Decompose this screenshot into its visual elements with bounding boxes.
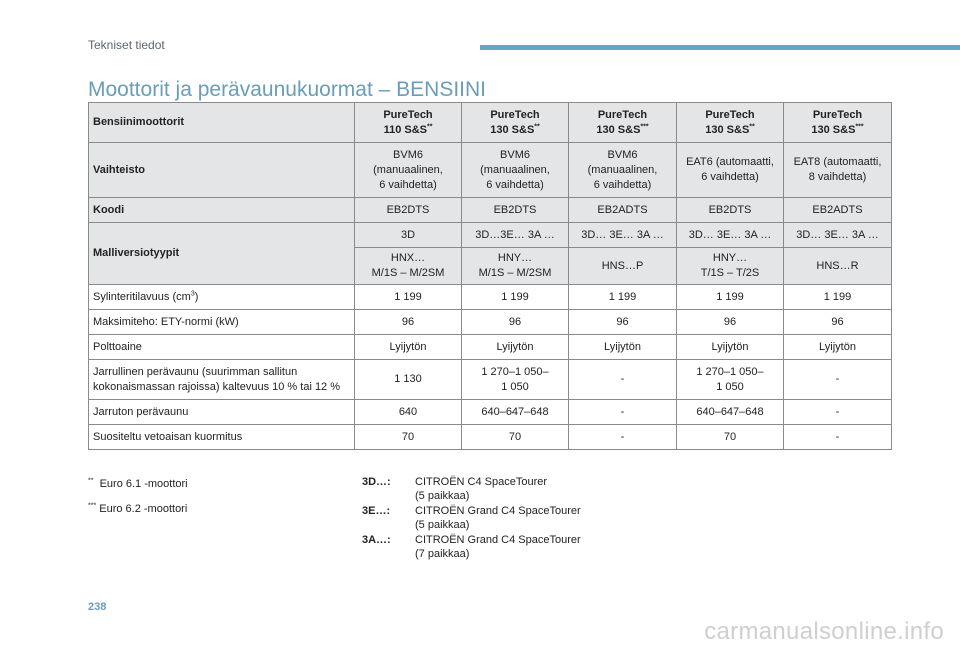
table-cell: 1 199 (461, 284, 569, 310)
table-cell: 1 199 (568, 284, 677, 310)
table-cell: 1 270–1 050– 1 050 (676, 359, 784, 400)
table-cell: - (568, 424, 677, 450)
table-cell: 3D (354, 222, 462, 248)
footnotes: ** Euro 6.1 -moottori *** Euro 6.2 -moot… (88, 477, 188, 527)
table-cell: 1 199 (676, 284, 784, 310)
row-label: Sylinteritilavuus (cm3) (88, 284, 355, 310)
table-cell: Lyijytön (354, 334, 462, 360)
table-cell: HNX… M/1S – M/2SM (354, 247, 462, 285)
table-cell: 96 (676, 309, 784, 335)
table-cell: - (783, 424, 892, 450)
table-cell: 1 199 (783, 284, 892, 310)
footnote: ** Euro 6.1 -moottori (88, 477, 188, 490)
table-cell: Lyijytön (461, 334, 569, 360)
engine-header: PureTech 130 S&S** (676, 102, 784, 143)
table-cell: BVM6 (manuaalinen, 6 vaihdetta) (568, 142, 677, 198)
table-cell: 96 (461, 309, 569, 335)
versions-row-2: HNX… M/1S – M/2SM HNY… M/1S – M/2SM HNS…P … (88, 247, 892, 285)
table-cell: Lyijytön (676, 334, 784, 360)
table-cell: - (568, 359, 677, 400)
table-cell: HNY… T/1S – T/2S (676, 247, 784, 285)
table-cell: HNS…R (783, 247, 892, 285)
table-cell: - (568, 399, 677, 425)
engine-header: PureTech 110 S&S** (354, 102, 462, 143)
table-cell: 3D…3E… 3A … (461, 222, 569, 248)
page-title: Moottorit ja perävaunukuormat – BENSIINI (88, 78, 487, 102)
engine-header: PureTech 130 S&S** (461, 102, 569, 143)
table-cell: 640–647–648 (676, 399, 784, 425)
table-cell: 70 (354, 424, 462, 450)
row-label: Jarruton perävaunu (88, 399, 355, 425)
watermark: carmanualsonline.info (704, 618, 944, 645)
table-cell: 3D… 3E… 3A … (783, 222, 892, 248)
row-label: Koodi (88, 197, 355, 223)
table-cell: Lyijytön (568, 334, 677, 360)
section-header: Tekniset tiedot (88, 38, 165, 52)
table-cell: EB2DTS (676, 197, 784, 223)
power-row: Maksimiteho: ETY-normi (kW) 96 96 96 96 … (88, 309, 892, 335)
gearbox-row: Vaihteisto BVM6 (manuaalinen, 6 vaihdetta)… (88, 142, 892, 198)
versions-row-1: Malliversiotyypit 3D 3D…3E… 3A … 3D… 3E…… (88, 222, 892, 285)
legend-item: 3A…: CITROËN Grand C4 SpaceTourer (7 paik… (362, 533, 635, 561)
braked-trailer-row: Jarrullinen perävaunu (suurimman sallitu… (88, 359, 892, 400)
table-header-row: Bensiinimoottorit PureTech 110 S&S** Pure… (88, 102, 892, 143)
table-cell: 96 (783, 309, 892, 335)
table-cell: HNY… M/1S – M/2SM (461, 247, 569, 285)
table-cell: 70 (461, 424, 569, 450)
code-row: Koodi EB2DTS EB2DTS EB2ADTS EB2DTS EB2AD… (88, 197, 892, 223)
table-cell: BVM6 (manuaalinen, 6 vaihdetta) (354, 142, 462, 198)
table-cell: - (783, 399, 892, 425)
footnote: *** Euro 6.2 -moottori (88, 502, 188, 515)
table-cell: 96 (354, 309, 462, 335)
table-cell: EAT6 (automaatti, 6 vaihdetta) (676, 142, 784, 198)
table-cell: EAT8 (automaatti, 8 vaihdetta) (783, 142, 892, 198)
legend-key: 3E…: (362, 505, 391, 517)
table-cell: 3D… 3E… 3A … (676, 222, 784, 248)
engine-header: PureTech 130 S&S*** (568, 102, 677, 143)
table-cell: 1 270–1 050– 1 050 (461, 359, 569, 400)
row-label: Vaihteisto (88, 142, 355, 198)
table-cell: EB2DTS (461, 197, 569, 223)
legend-value: CITROËN Grand C4 SpaceTourer (5 paikkaa) (415, 505, 581, 531)
legend-item: 3D…: CITROËN C4 SpaceTourer (5 paikkaa) (362, 475, 635, 503)
nose-weight-row: Suositeltu vetoaisan kuormitus 70 70 - 7… (88, 424, 892, 450)
engine-header: PureTech 130 S&S*** (783, 102, 892, 143)
table-cell: EB2DTS (354, 197, 462, 223)
model-codes-legend: 3D…: CITROËN C4 SpaceTourer (5 paikkaa) 3… (362, 475, 635, 562)
table-cell: 640–647–648 (461, 399, 569, 425)
row-label: Jarrullinen perävaunu (suurimman sallitu… (88, 359, 355, 400)
table-cell: BVM6 (manuaalinen, 6 vaihdetta) (461, 142, 569, 198)
table-cell: 640 (354, 399, 462, 425)
engine-spec-table: Bensiinimoottorit PureTech 110 S&S** Pure… (88, 102, 892, 450)
unbraked-trailer-row: Jarruton perävaunu 640 640–647–648 - 640… (88, 399, 892, 425)
legend-item: 3E…: CITROËN Grand C4 SpaceTourer (5 paik… (362, 504, 635, 532)
page-number: 238 (88, 601, 107, 613)
table-cell: 96 (568, 309, 677, 335)
row-label: Malliversiotyypit (88, 222, 355, 285)
table-cell: EB2ADTS (568, 197, 677, 223)
corner-header: Bensiinimoottorit (88, 102, 355, 143)
row-label: Polttoaine (88, 334, 355, 360)
legend-key: 3D…: (362, 476, 391, 488)
table-cell: 3D… 3E… 3A … (568, 222, 677, 248)
table-cell: EB2ADTS (783, 197, 892, 223)
displacement-row: Sylinteritilavuus (cm3) 1 199 1 199 1 19… (88, 284, 892, 310)
row-label: Suositeltu vetoaisan kuormitus (88, 424, 355, 450)
legend-key: 3A…: (362, 534, 391, 546)
table-cell: - (783, 359, 892, 400)
fuel-row: Polttoaine Lyijytön Lyijytön Lyijytön Ly… (88, 334, 892, 360)
table-cell: 1 199 (354, 284, 462, 310)
table-cell: HNS…P (568, 247, 677, 285)
table-cell: Lyijytön (783, 334, 892, 360)
legend-value: CITROËN Grand C4 SpaceTourer (7 paikkaa) (415, 534, 581, 560)
row-label: Maksimiteho: ETY-normi (kW) (88, 309, 355, 335)
table-cell: 70 (676, 424, 784, 450)
table-cell: 1 130 (354, 359, 462, 400)
header-accent-bar (480, 45, 960, 50)
legend-value: CITROËN C4 SpaceTourer (5 paikkaa) (415, 476, 548, 502)
